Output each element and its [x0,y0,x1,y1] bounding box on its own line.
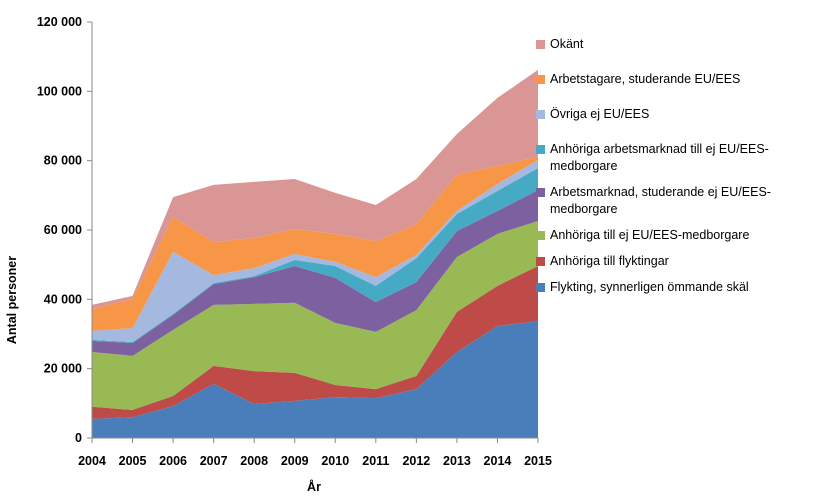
x-tick-label: 2014 [484,454,512,468]
area [92,266,538,419]
y-tick-label: 0 [75,431,82,445]
x-tick-label: 2005 [119,454,147,468]
x-tick-label: 2006 [159,454,187,468]
y-tick-label: 100 000 [37,84,82,98]
area [92,159,538,342]
x-tick-label: 2004 [78,454,106,468]
x-tick-label: 2013 [443,454,471,468]
legend-item: Arbetstagare, studerande EU/EES [536,71,814,88]
legend-label: Anhöriga arbetsmarknad till ej EU/EES-me… [550,142,769,173]
legend-item: Anhöriga till flyktingar [536,253,814,270]
legend-item: Arbetsmarknad, studerande ej EU/EES-medb… [536,184,814,218]
legend-label: Okänt [550,37,584,51]
x-tick-label: 2011 [362,454,389,468]
y-tick-label: 120 000 [37,15,82,29]
legend-item: Flykting, synnerligen ömmande skäl [536,279,814,296]
legend-swatch [536,145,545,154]
x-tick-label: 2009 [281,454,309,468]
legend-item: Övriga ej EU/EES [536,106,814,123]
y-tick-label: 20 000 [44,362,82,376]
area [92,220,538,410]
y-tick-label: 60 000 [44,223,82,237]
x-tick-label: 2007 [200,454,228,468]
legend-swatch [536,75,545,84]
y-axis-label: Antal personer [5,256,19,344]
area [92,156,538,331]
x-tick-label: 2008 [240,454,268,468]
legend: Okänt Arbetstagare, studerande EU/EES Övri… [536,36,814,296]
x-tick-label: 2010 [321,454,349,468]
y-tick-label: 40 000 [44,292,82,306]
legend-item: Anhöriga arbetsmarknad till ej EU/EES-me… [536,141,814,175]
x-tick-label: 2012 [402,454,430,468]
legend-label: Anhöriga till flyktingar [550,254,669,268]
area [92,69,538,310]
legend-swatch [536,231,545,240]
area [92,190,538,356]
legend-item: Okänt [536,36,814,53]
legend-item: Anhöriga till ej EU/EES-medborgare [536,227,814,244]
legend-swatch [536,40,545,49]
legend-swatch [536,188,545,197]
legend-swatch [536,257,545,266]
legend-label: Övriga ej EU/EES [550,107,650,121]
legend-label: Arbetstagare, studerande EU/EES [550,72,741,86]
legend-label: Arbetsmarknad, studerande ej EU/EES-medb… [550,185,771,216]
legend-label: Anhöriga till ej EU/EES-medborgare [550,228,750,242]
legend-label: Flykting, synnerligen ömmande skäl [550,280,749,294]
x-axis-label: År [307,479,321,494]
y-tick-label: 80 000 [44,154,82,168]
x-tick-label: 2015 [524,454,552,468]
legend-swatch [536,110,545,119]
area [92,321,538,438]
legend-swatch [536,283,545,292]
